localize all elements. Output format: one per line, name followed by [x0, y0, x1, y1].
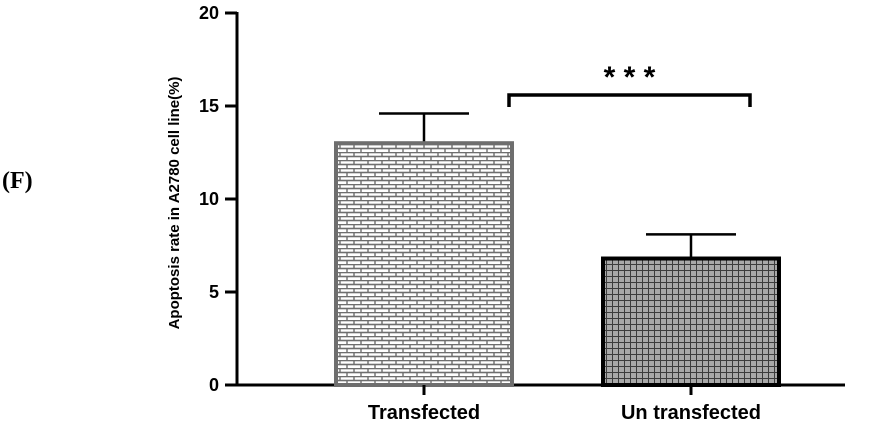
y-axis-title: Apoptosis rate in A2780 cell line(%): [166, 77, 183, 330]
bar-un-transfected: [601, 256, 781, 387]
bar-transfected: [334, 141, 514, 387]
y-tick-label: 10: [199, 189, 219, 209]
y-tick-label: 5: [209, 282, 219, 302]
significance-bracket: [507, 93, 752, 107]
x-tick-label: Transfected: [368, 402, 480, 424]
y-tick-label: 0: [209, 375, 219, 395]
y-tick-label: 20: [199, 3, 219, 23]
y-tick-label: 15: [199, 96, 219, 116]
significance-label: * * *: [604, 61, 656, 94]
x-tick-label: Un transfected: [621, 402, 761, 424]
panel-label: (F): [2, 168, 33, 194]
